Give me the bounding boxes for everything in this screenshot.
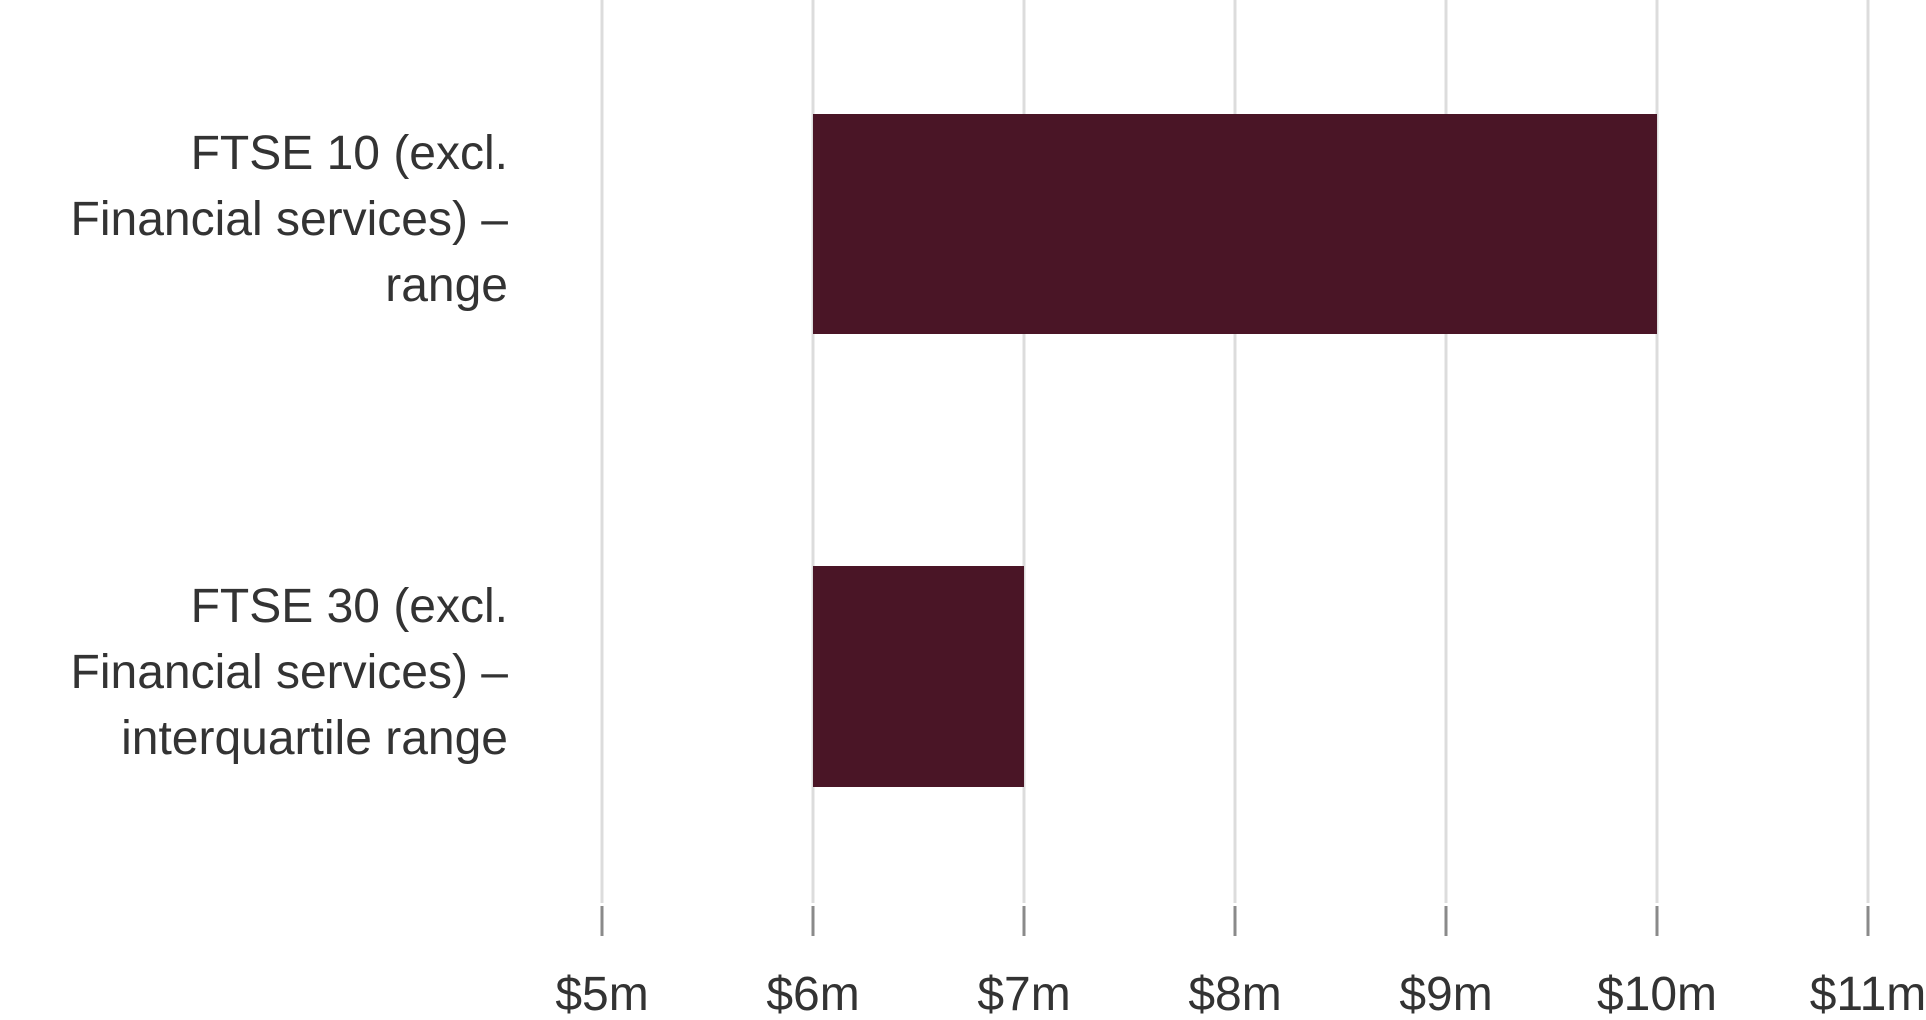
x-tick-label: $6m [766, 968, 859, 1020]
bar [813, 114, 1657, 334]
category-label: FTSE 30 (excl. Financial services) – int… [70, 579, 508, 765]
x-tick-label: $8m [1188, 968, 1281, 1020]
category-label: FTSE 10 (excl. Financial services) – ran… [70, 127, 508, 312]
x-tick-label: $10m [1597, 968, 1717, 1020]
x-tick-label: $9m [1399, 968, 1492, 1020]
bar [813, 566, 1024, 787]
x-tick-label: $5m [555, 968, 648, 1020]
x-tick-label: $11m [1810, 968, 1926, 1020]
x-tick-label: $7m [977, 968, 1070, 1020]
